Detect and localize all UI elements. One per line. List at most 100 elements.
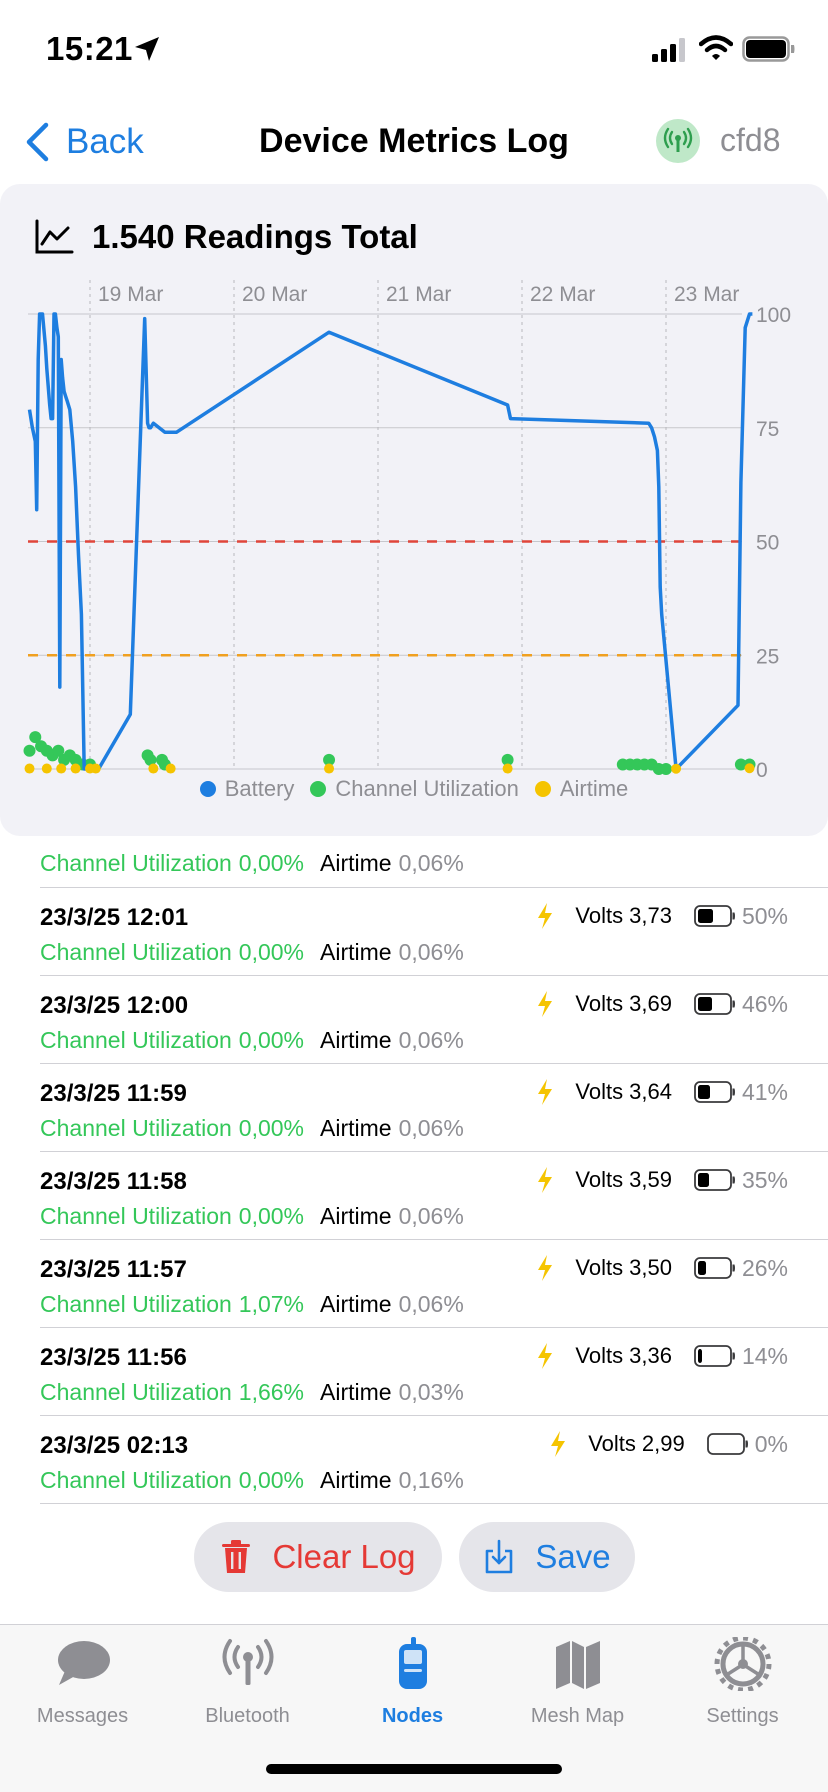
back-button[interactable]: Back bbox=[24, 118, 144, 166]
channel-utilization-point bbox=[501, 753, 514, 766]
battery-percent: 50% bbox=[741, 902, 788, 929]
x-tick-label: 21 Mar bbox=[386, 283, 451, 306]
airtime-point bbox=[148, 763, 159, 774]
status-time: 15:21 bbox=[46, 30, 133, 67]
battery-status-icon bbox=[742, 36, 795, 62]
volts-label: Volts bbox=[575, 1255, 624, 1280]
tab-label-bluetooth: Bluetooth bbox=[205, 1705, 290, 1727]
airtime-point bbox=[324, 763, 335, 774]
log-row[interactable]: 23/3/25 02:13 Volts 2,99 0% Channel Utilizat… bbox=[40, 1416, 828, 1504]
airtime-point bbox=[56, 763, 67, 774]
battery-percent: 14% bbox=[741, 1342, 788, 1369]
chart-legend: Battery Channel Utilization Airtime bbox=[0, 776, 828, 802]
airtime-label: Airtime bbox=[320, 1115, 392, 1141]
airtime-label: Airtime bbox=[320, 1467, 392, 1493]
battery-level-fill bbox=[697, 1349, 702, 1363]
row-metrics: Channel Utilization 1,66% Airtime 0,03% bbox=[40, 1379, 464, 1406]
row-power: Volts 3,50 26% bbox=[535, 1254, 788, 1282]
log-row[interactable]: 23/3/25 11:57 Volts 3,50 26% Channel Utiliza… bbox=[40, 1240, 828, 1328]
tab-bluetooth[interactable]: Bluetooth bbox=[165, 1637, 330, 1737]
y-tick-label: 75 bbox=[756, 418, 779, 441]
tab-label-mesh-map: Mesh Map bbox=[530, 1705, 625, 1727]
legend-dot-battery bbox=[199, 781, 216, 797]
channel-utilization-label: Channel Utilization bbox=[40, 1379, 232, 1405]
map-icon bbox=[555, 1641, 600, 1689]
antenna-icon bbox=[663, 127, 693, 152]
channel-utilization-point bbox=[323, 753, 336, 766]
battery-level-icon bbox=[694, 905, 735, 927]
antenna-icon bbox=[222, 1639, 273, 1685]
legend-label-airtime: Airtime bbox=[559, 776, 629, 801]
battery-level-icon bbox=[694, 1169, 735, 1191]
log-row[interactable]: 23/3/25 12:01 Volts 3,73 50% Channel Utiliza… bbox=[40, 888, 828, 976]
battery-level-fill bbox=[697, 909, 713, 923]
wifi-icon bbox=[699, 35, 733, 60]
channel-utilization-point bbox=[734, 758, 747, 771]
y-tick-label: 0 bbox=[756, 759, 768, 782]
channel-utilization-label: Channel Utilization bbox=[40, 1291, 232, 1317]
log-row-partial[interactable]: Channel Utilization 0,00% Airtime 0,06% bbox=[40, 836, 828, 888]
volts-value: 3,50 bbox=[629, 1255, 672, 1280]
channel-utilization-value: 0,00% bbox=[238, 1467, 304, 1493]
save-button[interactable]: Save bbox=[459, 1522, 635, 1592]
row-timestamp: 23/3/25 02:13 bbox=[40, 1432, 189, 1459]
channel-utilization-label: Channel Utilization bbox=[40, 1027, 232, 1053]
line-chart-icon bbox=[35, 219, 74, 254]
chat-bubble-icon bbox=[57, 1641, 110, 1685]
channel-utilization-value: 0,00% bbox=[238, 1027, 304, 1053]
battery-level-icon bbox=[706, 1433, 748, 1455]
save-label: Save bbox=[535, 1538, 611, 1575]
legend-item-battery: Battery bbox=[199, 776, 295, 802]
tab-mesh-map[interactable]: Mesh Map bbox=[495, 1637, 660, 1737]
clear-log-button[interactable]: Clear Log bbox=[194, 1522, 442, 1592]
volts-label: Volts bbox=[575, 991, 624, 1016]
row-metrics: Channel Utilization 0,00% Airtime 0,06% bbox=[40, 1115, 464, 1142]
metrics-log-list[interactable]: Channel Utilization 0,00% Airtime 0,06% … bbox=[40, 836, 828, 1504]
row-timestamp: 23/3/25 11:59 bbox=[40, 1080, 187, 1107]
x-tick-label: 22 Mar bbox=[530, 283, 595, 306]
chart-header: 1.540 Readings Total bbox=[34, 218, 418, 256]
row-timestamp: 23/3/25 11:58 bbox=[40, 1168, 187, 1195]
volts-label: Volts bbox=[575, 1167, 624, 1192]
x-tick-label: 20 Mar bbox=[242, 283, 307, 306]
battery-level-icon bbox=[694, 1081, 735, 1103]
battery-level-icon bbox=[694, 1257, 735, 1279]
volts-label: Volts bbox=[575, 1343, 624, 1368]
airtime-value: 0,06% bbox=[398, 1027, 464, 1053]
log-row[interactable]: 23/3/25 11:56 Volts 3,36 14% Channel Utiliza… bbox=[40, 1328, 828, 1416]
metrics-chart: 100 75 50 25 0 19 Mar 20 Mar 21 Mar 22 Mar 23 Mar bbox=[23, 280, 791, 782]
legend-label-battery: Battery bbox=[224, 776, 295, 801]
row-timestamp: 23/3/25 12:01 bbox=[40, 904, 189, 931]
volts-reading: Volts 3,69 bbox=[575, 991, 672, 1017]
airtime-point bbox=[671, 763, 682, 774]
channel-utilization-label: Channel Utilization bbox=[40, 939, 232, 965]
location-arrow-icon bbox=[135, 37, 159, 61]
tab-nodes[interactable]: Nodes bbox=[330, 1637, 495, 1737]
row-timestamp: 23/3/25 11:57 bbox=[40, 1256, 187, 1283]
channel-utilization-value: 0,00% bbox=[238, 850, 304, 876]
channel-utilization-label: Channel Utilization bbox=[40, 850, 232, 876]
gear-icon bbox=[714, 1637, 771, 1691]
airtime-value: 0,03% bbox=[398, 1379, 464, 1405]
channel-utilization-point bbox=[52, 744, 65, 757]
log-row[interactable]: 23/3/25 12:00 Volts 3,69 46% Channel Utiliza… bbox=[40, 976, 828, 1064]
cellular-signal-icon bbox=[652, 38, 685, 62]
row-power: Volts 3,73 50% bbox=[535, 902, 788, 930]
airtime-point bbox=[90, 763, 101, 774]
navigation-bar: Back Device Metrics Log cfd8 bbox=[0, 100, 828, 184]
tab-settings[interactable]: Settings bbox=[660, 1637, 825, 1737]
airtime-point bbox=[165, 763, 176, 774]
node-status-badge[interactable] bbox=[656, 119, 700, 163]
row-power: Volts 3,36 14% bbox=[535, 1342, 788, 1370]
volts-value: 3,64 bbox=[629, 1079, 672, 1104]
legend-item-airtime: Airtime bbox=[534, 776, 629, 802]
log-row[interactable]: 23/3/25 11:59 Volts 3,64 41% Channel Utiliza… bbox=[40, 1064, 828, 1152]
row-metrics: Channel Utilization 0,00% Airtime 0,16% bbox=[40, 1467, 464, 1494]
battery-level-fill bbox=[697, 997, 712, 1011]
tab-messages[interactable]: Messages bbox=[0, 1637, 165, 1737]
battery-level-fill bbox=[697, 1085, 710, 1099]
log-row[interactable]: 23/3/25 11:58 Volts 3,59 35% Channel Utiliza… bbox=[40, 1152, 828, 1240]
volts-value: 3,36 bbox=[629, 1343, 672, 1368]
legend-item-channel-utilization: Channel Utilization bbox=[310, 776, 519, 802]
lightning-bolt-icon bbox=[538, 1079, 553, 1105]
